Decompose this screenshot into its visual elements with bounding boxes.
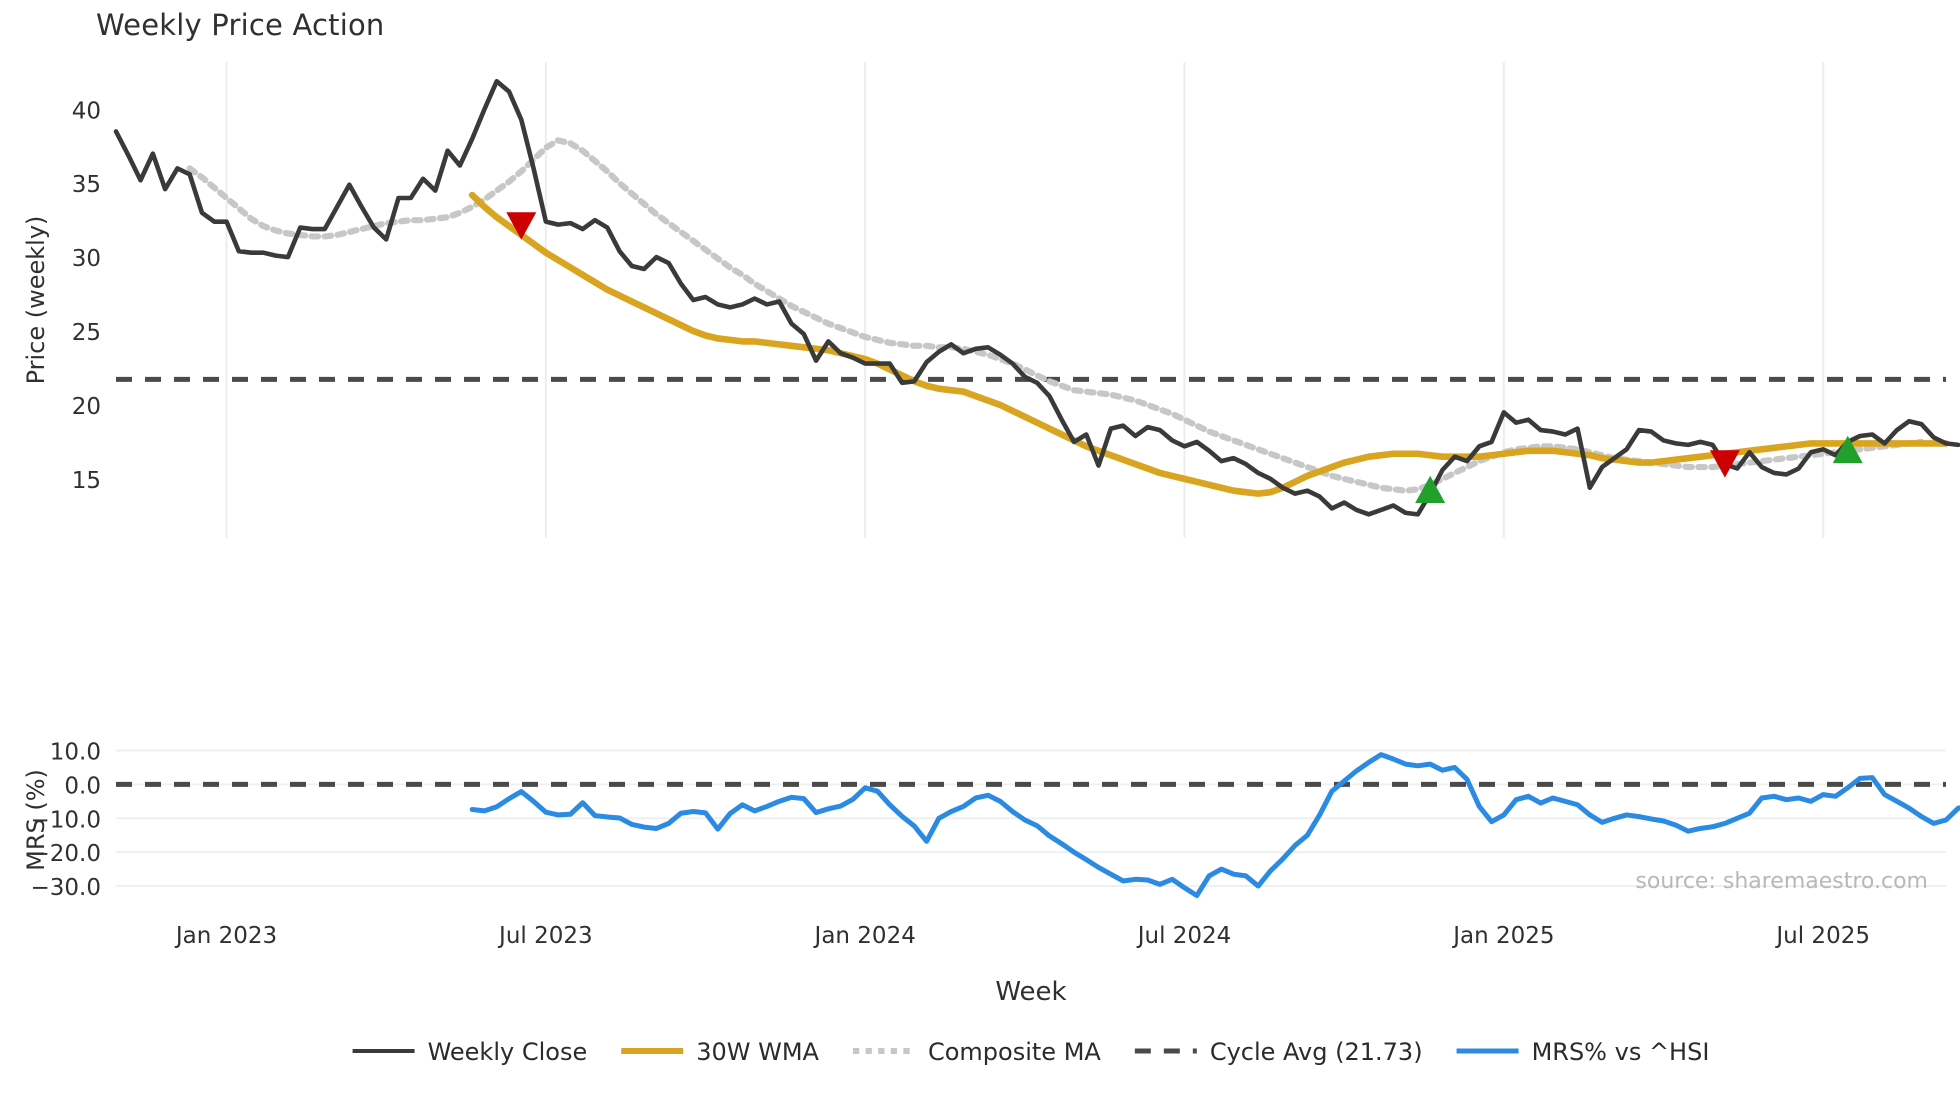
price-y-tick-label: 35	[72, 172, 101, 198]
legend-label-cycle-avg-21-73-: Cycle Avg (21.73)	[1210, 1038, 1423, 1066]
sell-marker	[1709, 450, 1740, 478]
x-tick-label: Jul 2024	[1136, 923, 1232, 949]
sell-marker	[506, 212, 537, 240]
series-weekly-close	[113, 78, 1960, 517]
mrs-y-tick-label: −10.0	[31, 807, 101, 833]
price-y-tick-label: 15	[72, 468, 101, 494]
mrs-y-tick-label: 10.0	[50, 740, 101, 766]
mrs-y-tick-label: 0.0	[64, 773, 101, 799]
mrs-y-tick-label: −20.0	[31, 841, 101, 867]
legend-label-weekly-close: Weekly Close	[428, 1038, 588, 1066]
legend-label-mrs-vs-hsi: MRS% vs ^HSI	[1532, 1038, 1710, 1066]
series-mrs	[469, 752, 1960, 899]
price-y-tick-label: 25	[72, 320, 101, 346]
x-tick-label: Jul 2023	[497, 923, 593, 949]
x-tick-label: Jan 2025	[1451, 923, 1554, 949]
price-series	[113, 78, 1960, 517]
page-title: Weekly Price Action	[96, 8, 385, 42]
x-axis-title: Week	[995, 977, 1066, 1007]
price-y-tick-label: 30	[72, 246, 101, 272]
series-30w-wma	[468, 191, 1950, 497]
buy-marker	[1832, 435, 1863, 464]
x-tick-label: Jul 2025	[1774, 923, 1870, 949]
price-y-tick-label: 20	[72, 394, 101, 420]
mrs-axis-title: MRS (%)	[22, 769, 50, 871]
price-y-ticks: 40 35 30 25 20 15	[72, 98, 101, 494]
legend-label-30w-wma: 30W WMA	[696, 1038, 819, 1066]
mrs-y-tick-label: −30.0	[31, 875, 101, 901]
legend: Weekly Close 30W WMA Composite MA Cycle Avg…	[352, 1038, 1710, 1066]
legend-label-composite-ma: Composite MA	[928, 1038, 1101, 1066]
x-axis: Jan 2023 Jul 2023 Jan 2024 Jul 2024 Jan 2025…	[174, 923, 1870, 1007]
buy-marker	[1415, 475, 1446, 503]
price-axis-title: Price (weekly)	[22, 216, 50, 385]
x-tick-label: Jan 2023	[174, 923, 277, 949]
x-tick-label: Jan 2024	[813, 923, 916, 949]
price-y-tick-label: 40	[72, 98, 101, 124]
signal-markers	[506, 212, 1863, 503]
source-watermark: source: sharemaestro.com	[1635, 869, 1928, 894]
price-gridlines	[225, 62, 1825, 538]
